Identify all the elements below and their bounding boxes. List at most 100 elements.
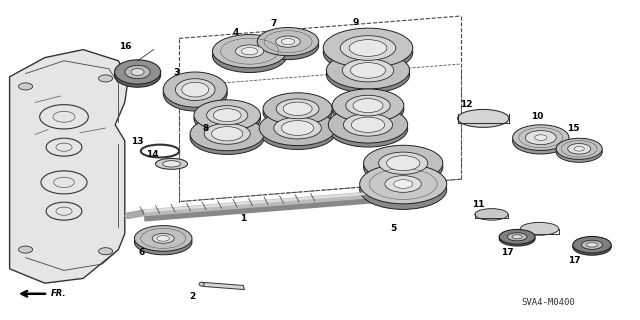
Ellipse shape <box>163 76 227 111</box>
Ellipse shape <box>152 234 174 243</box>
Ellipse shape <box>213 109 241 122</box>
Ellipse shape <box>204 123 250 144</box>
Ellipse shape <box>332 89 404 122</box>
Text: 1: 1 <box>240 214 246 223</box>
Ellipse shape <box>587 243 597 247</box>
Ellipse shape <box>326 56 410 93</box>
Ellipse shape <box>520 222 559 235</box>
Text: 15: 15 <box>566 124 579 133</box>
Ellipse shape <box>323 33 413 72</box>
Ellipse shape <box>525 131 556 145</box>
Ellipse shape <box>276 99 319 119</box>
Ellipse shape <box>276 36 300 47</box>
Ellipse shape <box>134 226 192 251</box>
Ellipse shape <box>385 176 422 192</box>
Ellipse shape <box>340 36 396 60</box>
Ellipse shape <box>115 60 161 84</box>
Ellipse shape <box>323 28 413 68</box>
Text: 9: 9 <box>352 18 358 27</box>
Text: 2: 2 <box>189 292 195 301</box>
Ellipse shape <box>513 125 569 150</box>
Circle shape <box>19 83 33 90</box>
Text: FR.: FR. <box>51 289 67 298</box>
Ellipse shape <box>512 235 522 239</box>
Ellipse shape <box>207 106 248 125</box>
Ellipse shape <box>379 152 428 174</box>
Ellipse shape <box>387 156 420 171</box>
Ellipse shape <box>353 99 383 113</box>
Ellipse shape <box>351 63 385 78</box>
Text: 13: 13 <box>131 137 144 146</box>
Circle shape <box>19 246 33 253</box>
Ellipse shape <box>259 110 336 146</box>
Ellipse shape <box>115 63 161 87</box>
Ellipse shape <box>349 40 387 56</box>
Ellipse shape <box>508 233 527 241</box>
Ellipse shape <box>190 121 264 155</box>
Ellipse shape <box>556 138 602 159</box>
Text: 12: 12 <box>460 100 472 109</box>
Ellipse shape <box>257 28 319 56</box>
Text: 6: 6 <box>139 248 145 257</box>
Ellipse shape <box>458 109 509 127</box>
Ellipse shape <box>360 170 447 209</box>
Ellipse shape <box>344 114 392 136</box>
Text: 16: 16 <box>118 42 131 51</box>
Ellipse shape <box>283 102 312 116</box>
Text: 10: 10 <box>531 112 544 121</box>
Ellipse shape <box>257 31 319 60</box>
Ellipse shape <box>199 282 204 286</box>
Ellipse shape <box>156 158 188 169</box>
Ellipse shape <box>194 100 260 131</box>
Ellipse shape <box>326 52 410 89</box>
Text: 3: 3 <box>173 68 179 77</box>
Ellipse shape <box>236 45 264 58</box>
Ellipse shape <box>573 239 611 255</box>
Circle shape <box>99 75 113 82</box>
Ellipse shape <box>259 114 336 149</box>
Text: 17: 17 <box>568 256 580 265</box>
Circle shape <box>99 248 113 255</box>
Ellipse shape <box>364 149 443 185</box>
Ellipse shape <box>351 117 385 132</box>
Text: 14: 14 <box>146 150 159 159</box>
Text: 8: 8 <box>203 124 209 133</box>
Ellipse shape <box>556 141 602 162</box>
Ellipse shape <box>241 48 258 55</box>
Ellipse shape <box>360 164 447 204</box>
Ellipse shape <box>190 117 264 151</box>
Polygon shape <box>10 50 128 283</box>
Ellipse shape <box>163 161 180 167</box>
Ellipse shape <box>394 180 413 188</box>
Ellipse shape <box>274 117 321 139</box>
Ellipse shape <box>513 128 569 154</box>
Ellipse shape <box>574 147 584 151</box>
Ellipse shape <box>568 143 591 154</box>
Ellipse shape <box>364 145 443 181</box>
Ellipse shape <box>131 68 144 76</box>
Text: 11: 11 <box>472 200 485 209</box>
Ellipse shape <box>212 127 243 141</box>
Ellipse shape <box>182 82 209 97</box>
Text: 7: 7 <box>271 19 277 28</box>
Polygon shape <box>202 282 244 290</box>
Text: 4: 4 <box>232 28 239 37</box>
Ellipse shape <box>125 65 150 79</box>
Ellipse shape <box>499 231 535 246</box>
Ellipse shape <box>175 79 215 100</box>
Text: 17: 17 <box>501 248 514 257</box>
Ellipse shape <box>328 107 408 143</box>
Ellipse shape <box>573 236 611 253</box>
Ellipse shape <box>582 240 603 249</box>
Ellipse shape <box>134 229 192 255</box>
Ellipse shape <box>163 72 227 107</box>
Ellipse shape <box>534 135 547 140</box>
Ellipse shape <box>342 59 394 82</box>
Ellipse shape <box>475 209 508 220</box>
Ellipse shape <box>281 38 295 45</box>
Text: 5: 5 <box>390 224 397 233</box>
Ellipse shape <box>499 229 535 244</box>
Ellipse shape <box>212 35 287 68</box>
Ellipse shape <box>332 92 404 126</box>
Ellipse shape <box>194 103 260 134</box>
